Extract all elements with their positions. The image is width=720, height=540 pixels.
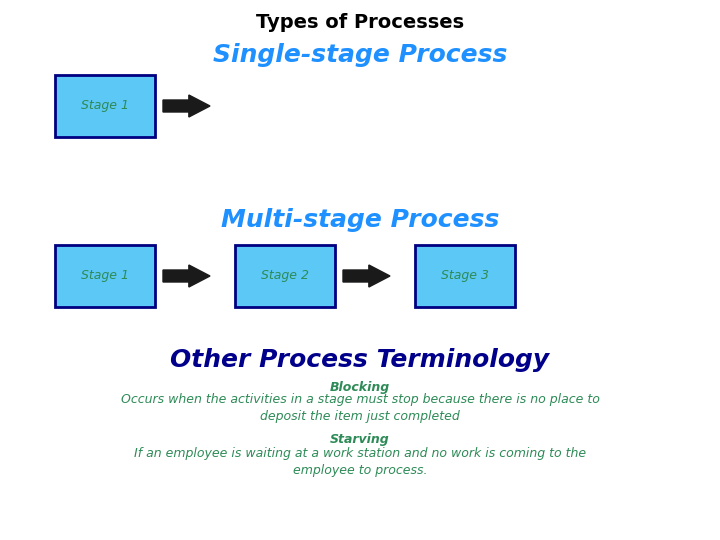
Text: Other Process Terminology: Other Process Terminology	[171, 348, 549, 372]
Text: Stage 1: Stage 1	[81, 269, 129, 282]
Polygon shape	[343, 265, 390, 287]
Text: Stage 1: Stage 1	[81, 99, 129, 112]
Polygon shape	[163, 265, 210, 287]
Text: If an employee is waiting at a work station and no work is coming to the
employe: If an employee is waiting at a work stat…	[134, 447, 586, 477]
Text: Types of Processes: Types of Processes	[256, 12, 464, 31]
Text: Multi-stage Process: Multi-stage Process	[221, 208, 499, 232]
Bar	[55, 75, 155, 137]
Bar	[415, 245, 515, 307]
Text: Blocking: Blocking	[330, 381, 390, 394]
Bar	[235, 245, 335, 307]
Text: Starving: Starving	[330, 434, 390, 447]
Bar	[55, 245, 155, 307]
Text: Single-stage Process: Single-stage Process	[213, 43, 507, 67]
Text: Occurs when the activities in a stage must stop because there is no place to
dep: Occurs when the activities in a stage mu…	[120, 393, 600, 423]
Text: Stage 3: Stage 3	[441, 269, 489, 282]
Polygon shape	[163, 95, 210, 117]
Text: Stage 2: Stage 2	[261, 269, 309, 282]
